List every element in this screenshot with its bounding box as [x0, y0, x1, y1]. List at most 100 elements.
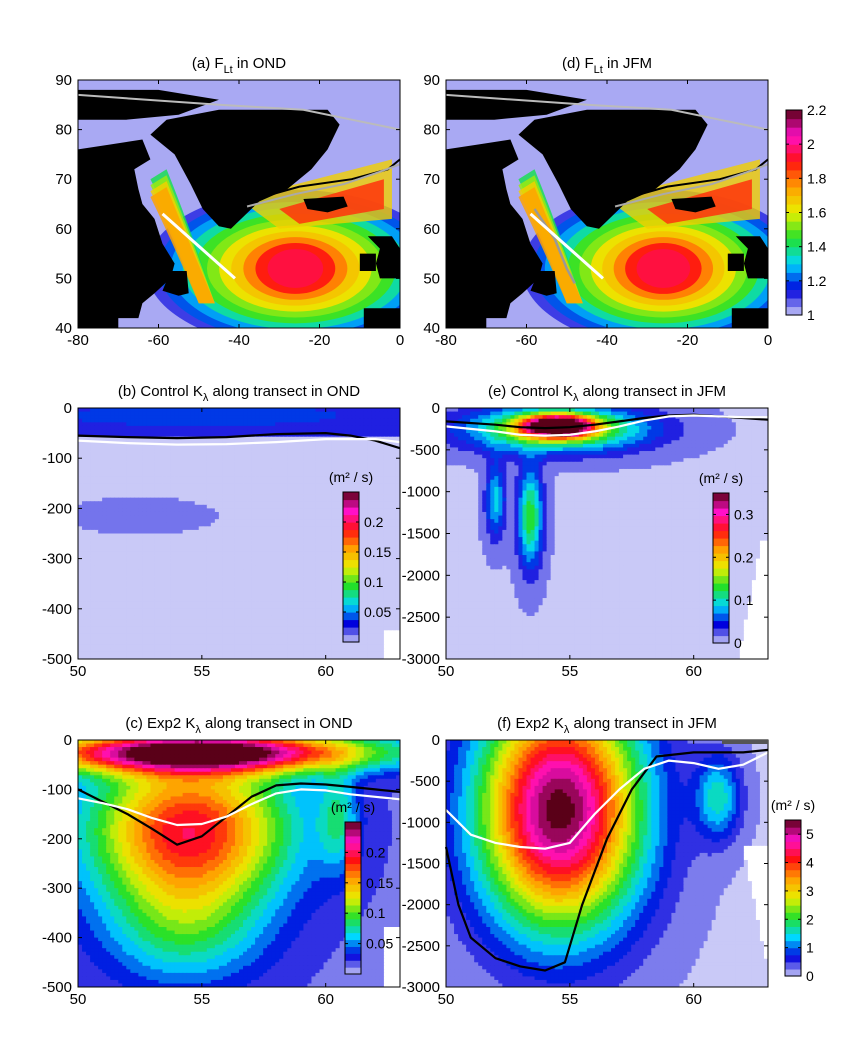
- field-cell: [303, 608, 309, 613]
- field-cell: [363, 458, 369, 463]
- field-cell: [114, 533, 119, 538]
- field-cell: [166, 594, 172, 599]
- field-cell: [255, 583, 260, 588]
- field-cell: [202, 436, 208, 441]
- field-cell: [387, 465, 393, 470]
- field-cell: [142, 472, 148, 477]
- field-cell: [190, 619, 196, 624]
- field-cell: [311, 558, 317, 563]
- field-cell: [279, 472, 284, 477]
- field-cell: [383, 576, 389, 581]
- field-cell: [154, 601, 160, 606]
- field-cell: [106, 572, 111, 578]
- field-cell: [226, 569, 232, 574]
- field-cell: [166, 562, 172, 567]
- field-cell: [134, 551, 139, 556]
- field-cell: [86, 468, 91, 474]
- field-cell: [186, 458, 192, 463]
- field-cell: [283, 494, 288, 499]
- field-cell: [90, 461, 95, 466]
- field-cell: [190, 608, 196, 613]
- field-cell: [218, 483, 224, 488]
- field-cell: [323, 540, 329, 545]
- field-cell: [154, 429, 160, 434]
- field-cell: [162, 476, 168, 481]
- field-cell: [102, 429, 107, 434]
- field-cell: [230, 501, 236, 506]
- field-cell: [182, 612, 188, 617]
- field-cell: [78, 583, 83, 588]
- field-cell: [106, 486, 111, 492]
- field-cell: [166, 504, 172, 509]
- field-cell: [122, 443, 127, 449]
- field-cell: [351, 472, 357, 477]
- field-cell: [351, 443, 357, 449]
- field-cell: [383, 479, 389, 484]
- field-cell: [291, 572, 296, 578]
- field-cell: [299, 472, 304, 477]
- field-cell: [267, 501, 272, 506]
- field-cell: [359, 544, 365, 549]
- field-cell: [315, 443, 321, 449]
- field-cell: [255, 555, 260, 560]
- field-cell: [307, 429, 313, 434]
- field-cell: [214, 580, 220, 585]
- field-cell: [287, 594, 292, 599]
- field-cell: [162, 454, 168, 459]
- field-cell: [94, 576, 99, 581]
- field-cell: [102, 529, 107, 535]
- field-cell: [387, 408, 393, 413]
- field-cell: [287, 483, 292, 488]
- field-cell: [331, 501, 337, 506]
- field-cell: [251, 572, 256, 578]
- field-cell: [150, 576, 156, 581]
- field-cell: [230, 436, 236, 441]
- field-cell: [379, 408, 385, 413]
- field-cell: [279, 508, 284, 513]
- field-cell: [335, 468, 341, 474]
- field-cell: [182, 519, 188, 524]
- field-cell: [395, 458, 400, 463]
- field-cell: [267, 454, 272, 459]
- field-cell: [206, 415, 212, 420]
- field-cell: [267, 558, 272, 563]
- field-cell: [239, 497, 244, 502]
- field-cell: [226, 590, 232, 596]
- field-cell: [142, 526, 148, 531]
- field-cell: [283, 508, 288, 513]
- field-cell: [222, 583, 228, 588]
- field-cell: [379, 497, 385, 502]
- field-cell: [198, 526, 204, 531]
- field-cell: [271, 483, 276, 488]
- field-cell: [311, 551, 317, 556]
- field-cell: [170, 504, 176, 509]
- colorbar-swatch: [786, 118, 802, 128]
- field-cell: [291, 526, 296, 531]
- field-cell: [391, 569, 397, 574]
- field-cell: [154, 472, 160, 477]
- field-cell: [359, 458, 365, 463]
- field-cell: [166, 422, 172, 427]
- field-cell: [255, 451, 260, 456]
- field-cell: [279, 422, 284, 427]
- field-cell: [146, 594, 152, 599]
- field-cell: [206, 569, 212, 574]
- field-cell: [130, 565, 135, 570]
- field-cell: [78, 440, 83, 445]
- field-cell: [239, 451, 244, 456]
- field-cell: [251, 504, 256, 509]
- field-cell: [90, 601, 95, 606]
- field-cell: [279, 562, 284, 567]
- field-cell: [178, 408, 184, 413]
- field-cell: [247, 587, 252, 592]
- field-cell: [178, 443, 184, 449]
- field-cell: [307, 598, 313, 603]
- field-cell: [206, 608, 212, 613]
- field-cell: [102, 479, 107, 484]
- field-cell: [275, 615, 280, 621]
- field-cell: [375, 601, 381, 606]
- field-cell: [134, 465, 139, 470]
- field-cell: [239, 522, 244, 527]
- field-cell: [383, 547, 389, 553]
- field-cell: [178, 425, 184, 431]
